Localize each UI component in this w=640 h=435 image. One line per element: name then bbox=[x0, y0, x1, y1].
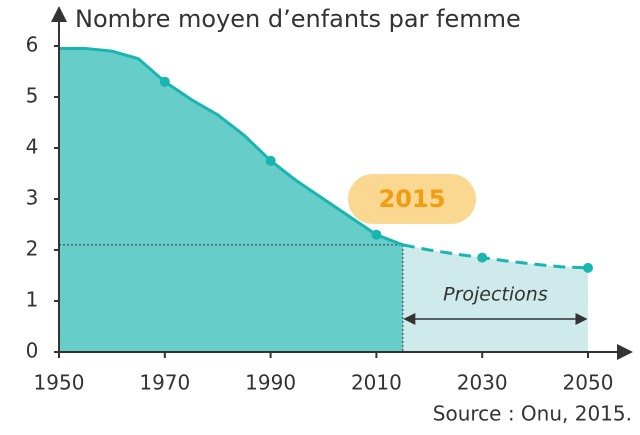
x-tick-label: 1970 bbox=[139, 371, 190, 395]
marker bbox=[477, 252, 488, 263]
badge-label: 2015 bbox=[379, 185, 446, 213]
y-tick-label: 6 bbox=[26, 33, 39, 57]
y-tick-label: 4 bbox=[26, 135, 39, 159]
area bbox=[59, 48, 403, 353]
badge bbox=[348, 174, 476, 224]
area bbox=[402, 244, 588, 352]
x-tick-label: 1950 bbox=[34, 371, 85, 395]
y-tick-label: 5 bbox=[26, 84, 39, 108]
x-tick-label: 2050 bbox=[563, 371, 614, 395]
marker bbox=[583, 262, 593, 273]
marker bbox=[265, 155, 276, 166]
x-tick-label: 2030 bbox=[457, 371, 508, 395]
y-tick-label: 0 bbox=[26, 339, 39, 363]
projection-label: Projections bbox=[443, 284, 548, 306]
y-tick-label: 2 bbox=[26, 237, 39, 261]
x-tick-label: 1990 bbox=[245, 371, 296, 395]
line bbox=[402, 243, 589, 270]
y-tick-label: 3 bbox=[26, 186, 39, 210]
y-tick-label: 1 bbox=[26, 288, 39, 312]
line bbox=[59, 47, 404, 247]
marker bbox=[159, 76, 170, 87]
marker bbox=[371, 229, 382, 240]
source: Source : Onu, 2015. bbox=[433, 402, 632, 426]
chart-title: Nombre moyen d’enfants par femme bbox=[75, 5, 521, 33]
x-tick-label: 2010 bbox=[351, 371, 402, 395]
